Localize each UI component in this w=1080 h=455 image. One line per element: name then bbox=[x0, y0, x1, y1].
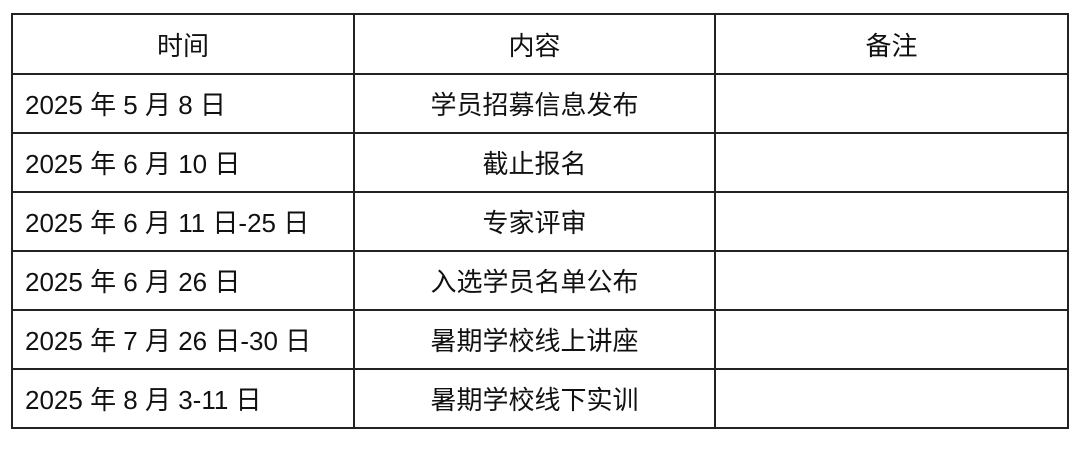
content-cell: 专家评审 bbox=[353, 191, 716, 252]
note-cell bbox=[714, 250, 1069, 311]
note-cell bbox=[714, 191, 1069, 252]
table-row: 2025 年 8 月 3-11 日暑期学校线下实训 bbox=[11, 368, 1069, 429]
content-cell: 暑期学校线下实训 bbox=[353, 368, 716, 429]
note-cell bbox=[714, 368, 1069, 429]
time-cell: 2025 年 8 月 3-11 日 bbox=[11, 368, 355, 429]
content-cell: 学员招募信息发布 bbox=[353, 73, 716, 134]
content-cell: 暑期学校线上讲座 bbox=[353, 309, 716, 370]
header-note: 备注 bbox=[714, 13, 1069, 75]
schedule-table: 时间 内容 备注 2025 年 5 月 8 日学员招募信息发布 2025 年 6 … bbox=[11, 13, 1069, 429]
time-cell: 2025 年 5 月 8 日 bbox=[11, 73, 355, 134]
table-row: 2025 年 6 月 26 日入选学员名单公布 bbox=[11, 250, 1069, 311]
table-row: 2025 年 5 月 8 日学员招募信息发布 bbox=[11, 73, 1069, 134]
header-time: 时间 bbox=[11, 13, 355, 75]
time-cell: 2025 年 6 月 26 日 bbox=[11, 250, 355, 311]
header-row: 时间 内容 备注 bbox=[11, 13, 1069, 75]
content-cell: 截止报名 bbox=[353, 132, 716, 193]
table-row: 2025 年 6 月 11 日-25 日专家评审 bbox=[11, 191, 1069, 252]
note-cell bbox=[714, 73, 1069, 134]
table-row: 2025 年 6 月 10 日截止报名 bbox=[11, 132, 1069, 193]
note-cell bbox=[714, 132, 1069, 193]
note-cell bbox=[714, 309, 1069, 370]
time-cell: 2025 年 6 月 10 日 bbox=[11, 132, 355, 193]
time-cell: 2025 年 7 月 26 日-30 日 bbox=[11, 309, 355, 370]
content-cell: 入选学员名单公布 bbox=[353, 250, 716, 311]
time-cell: 2025 年 6 月 11 日-25 日 bbox=[11, 191, 355, 252]
header-content: 内容 bbox=[353, 13, 716, 75]
table-row: 2025 年 7 月 26 日-30 日暑期学校线上讲座 bbox=[11, 309, 1069, 370]
